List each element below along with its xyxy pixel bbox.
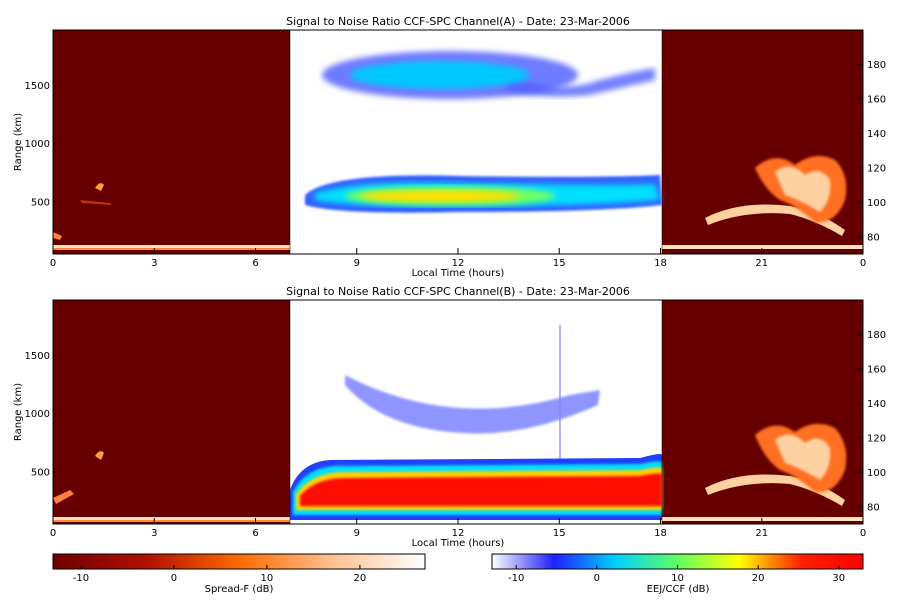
- panel-b-ylabel: Range (km): [13, 383, 24, 441]
- panel-a-spreadf-right-features: [662, 156, 863, 249]
- panel-a-xlabel: Local Time (hours): [412, 268, 505, 279]
- panel-a-xtick-label: 21: [755, 258, 768, 269]
- colorbar-tick-label: 20: [752, 573, 765, 584]
- panel-b-ytick-right-label: 140: [867, 399, 886, 410]
- panel-b-right-plume-core: [775, 434, 831, 480]
- panel-b-left-blob: [95, 451, 104, 460]
- panel-a-ytick-right-label: 120: [867, 163, 886, 174]
- panel-b-spreadf-right-features: [662, 423, 863, 521]
- colorbar-eej-label: EEJ/CCF (dB): [647, 584, 710, 595]
- panel-b-ytick-right-label: 100: [867, 468, 886, 479]
- panel-a-spreadf-left-features: [53, 183, 290, 250]
- panel-a-ytick-right-label: 180: [867, 60, 886, 71]
- colorbar-tick-label: 0: [171, 573, 177, 584]
- panel-b-left-baseline-echo: [53, 517, 290, 521]
- panel-a-ytick-label: 500: [31, 197, 50, 208]
- panel-a-title: Signal to Noise Ratio CCF-SPC Channel(A)…: [286, 15, 630, 28]
- panel-b-right-baseline-echo: [662, 517, 863, 521]
- panel-b-xtick-label: 21: [755, 528, 768, 539]
- panel-a-xtick-label: 12: [452, 258, 465, 269]
- panel-b-xtick-label: 12: [452, 528, 465, 539]
- panel-b-xtick-label: 15: [553, 528, 566, 539]
- colorbar-eej-ticks: -10 0 10 20 30: [508, 565, 845, 584]
- colorbar-tick-label: -10: [508, 573, 524, 584]
- panel-b-spreadf-left: [53, 300, 290, 524]
- panel-a-left-streak: [80, 200, 112, 205]
- colorbar-spreadf-label: Spread-F (dB): [205, 584, 274, 595]
- panel-b-xtick-label: 6: [252, 528, 258, 539]
- panel-b-spreadf-left-features: [53, 451, 290, 522]
- panel-b-left-baseline-echo-2: [53, 520, 290, 522]
- panel-b-left-low-echo: [53, 490, 74, 504]
- colorbar-tick-label: 10: [671, 573, 684, 584]
- panel-b-ytick-label: 500: [31, 467, 50, 478]
- panel-b-eej-features: [290, 325, 662, 520]
- panel-b-xtick-label: 0: [50, 528, 56, 539]
- panel-b-xlabel: Local Time (hours): [412, 538, 505, 549]
- panel-a-upper-band-core: [350, 61, 530, 89]
- panel-a-ylabel: Range (km): [13, 113, 24, 171]
- panel-a: Signal to Noise Ratio CCF-SPC Channel(A)…: [13, 15, 886, 279]
- panel-a-xtick-label: 3: [151, 258, 157, 269]
- panel-a-xtick-label: 0: [860, 258, 866, 269]
- panel-b-xtick-label: 3: [151, 528, 157, 539]
- panel-a-ytick-label: 1500: [25, 81, 50, 92]
- colorbar-tick-label: 0: [594, 573, 600, 584]
- panel-a-xtick-label: 0: [50, 258, 56, 269]
- panel-a-xtick-label: 18: [654, 258, 667, 269]
- panel-b-xtick-label: 9: [354, 528, 360, 539]
- panel-b-ytick-right-label: 120: [867, 433, 886, 444]
- panel-b-upper-arc: [345, 375, 600, 434]
- panel-b-xtick-label: 18: [654, 528, 667, 539]
- panel-a-upper-band-tail: [505, 68, 655, 97]
- panel-b-xtick-label: 0: [860, 528, 866, 539]
- panel-b-axes: 0 3 6 9 12 15 18 21 0 500 1000 1500 80 100 120 140 160 18…: [25, 330, 887, 539]
- panel-b-lower-band-core: [300, 473, 662, 506]
- panel-a-spreadf-right: [662, 30, 863, 254]
- panel-a-xtick-label: 6: [252, 258, 258, 269]
- panel-a-spreadf-left: [53, 30, 290, 254]
- panel-b-ytick-label: 1500: [25, 351, 50, 362]
- panel-a-ytick-right-label: 100: [867, 198, 886, 209]
- colorbar-spreadf-ticks: -10 0 10 20: [73, 565, 367, 584]
- colorbar-spreadf-bar: [52, 553, 426, 570]
- panel-a-eej-features: [305, 51, 662, 213]
- colorbar-tick-label: 20: [354, 573, 367, 584]
- colorbar-eej: -10 0 10 20 30 EEJ/CCF (dB): [491, 553, 864, 595]
- panel-a-right-baseline-echo: [662, 245, 863, 249]
- panel-b-ytick-right-label: 160: [867, 364, 886, 375]
- panel-a-ytick-label: 1000: [25, 139, 50, 150]
- panel-a-right-plume-core: [775, 166, 831, 212]
- panel-a-left-blob: [95, 183, 104, 191]
- panel-a-left-baseline-echo-2: [53, 248, 290, 250]
- panel-a-left-low-echo: [53, 232, 62, 240]
- panel-b-title: Signal to Noise Ratio CCF-SPC Channel(B)…: [286, 285, 630, 298]
- panel-a-ytick-right-label: 80: [867, 232, 880, 243]
- colorbar-tick-label: -10: [73, 573, 89, 584]
- panel-b-spreadf-right: [662, 300, 863, 524]
- panel-a-ytick-right-label: 160: [867, 94, 886, 105]
- panel-b: Signal to Noise Ratio CCF-SPC Channel(B)…: [13, 285, 886, 549]
- panel-a-xtick-label: 15: [553, 258, 566, 269]
- panel-b-ytick-label: 1000: [25, 409, 50, 420]
- panel-a-axes: 0 3 6 9 12 15 18 21 0 500 1000 1500 80 100 120 140 160 18…: [25, 60, 887, 269]
- panel-b-ytick-right-label: 80: [867, 502, 880, 513]
- panel-a-xtick-label: 9: [354, 258, 360, 269]
- panel-b-ytick-right-label: 180: [867, 330, 886, 341]
- panel-a-ytick-right-label: 140: [867, 129, 886, 140]
- colorbar-tick-label: 30: [832, 573, 845, 584]
- colorbar-spreadf: -10 0 10 20 Spread-F (dB): [52, 553, 426, 595]
- panel-a-left-baseline-echo: [53, 245, 290, 249]
- colorbar-tick-label: 10: [261, 573, 274, 584]
- panel-a-lower-band-core: [360, 190, 520, 202]
